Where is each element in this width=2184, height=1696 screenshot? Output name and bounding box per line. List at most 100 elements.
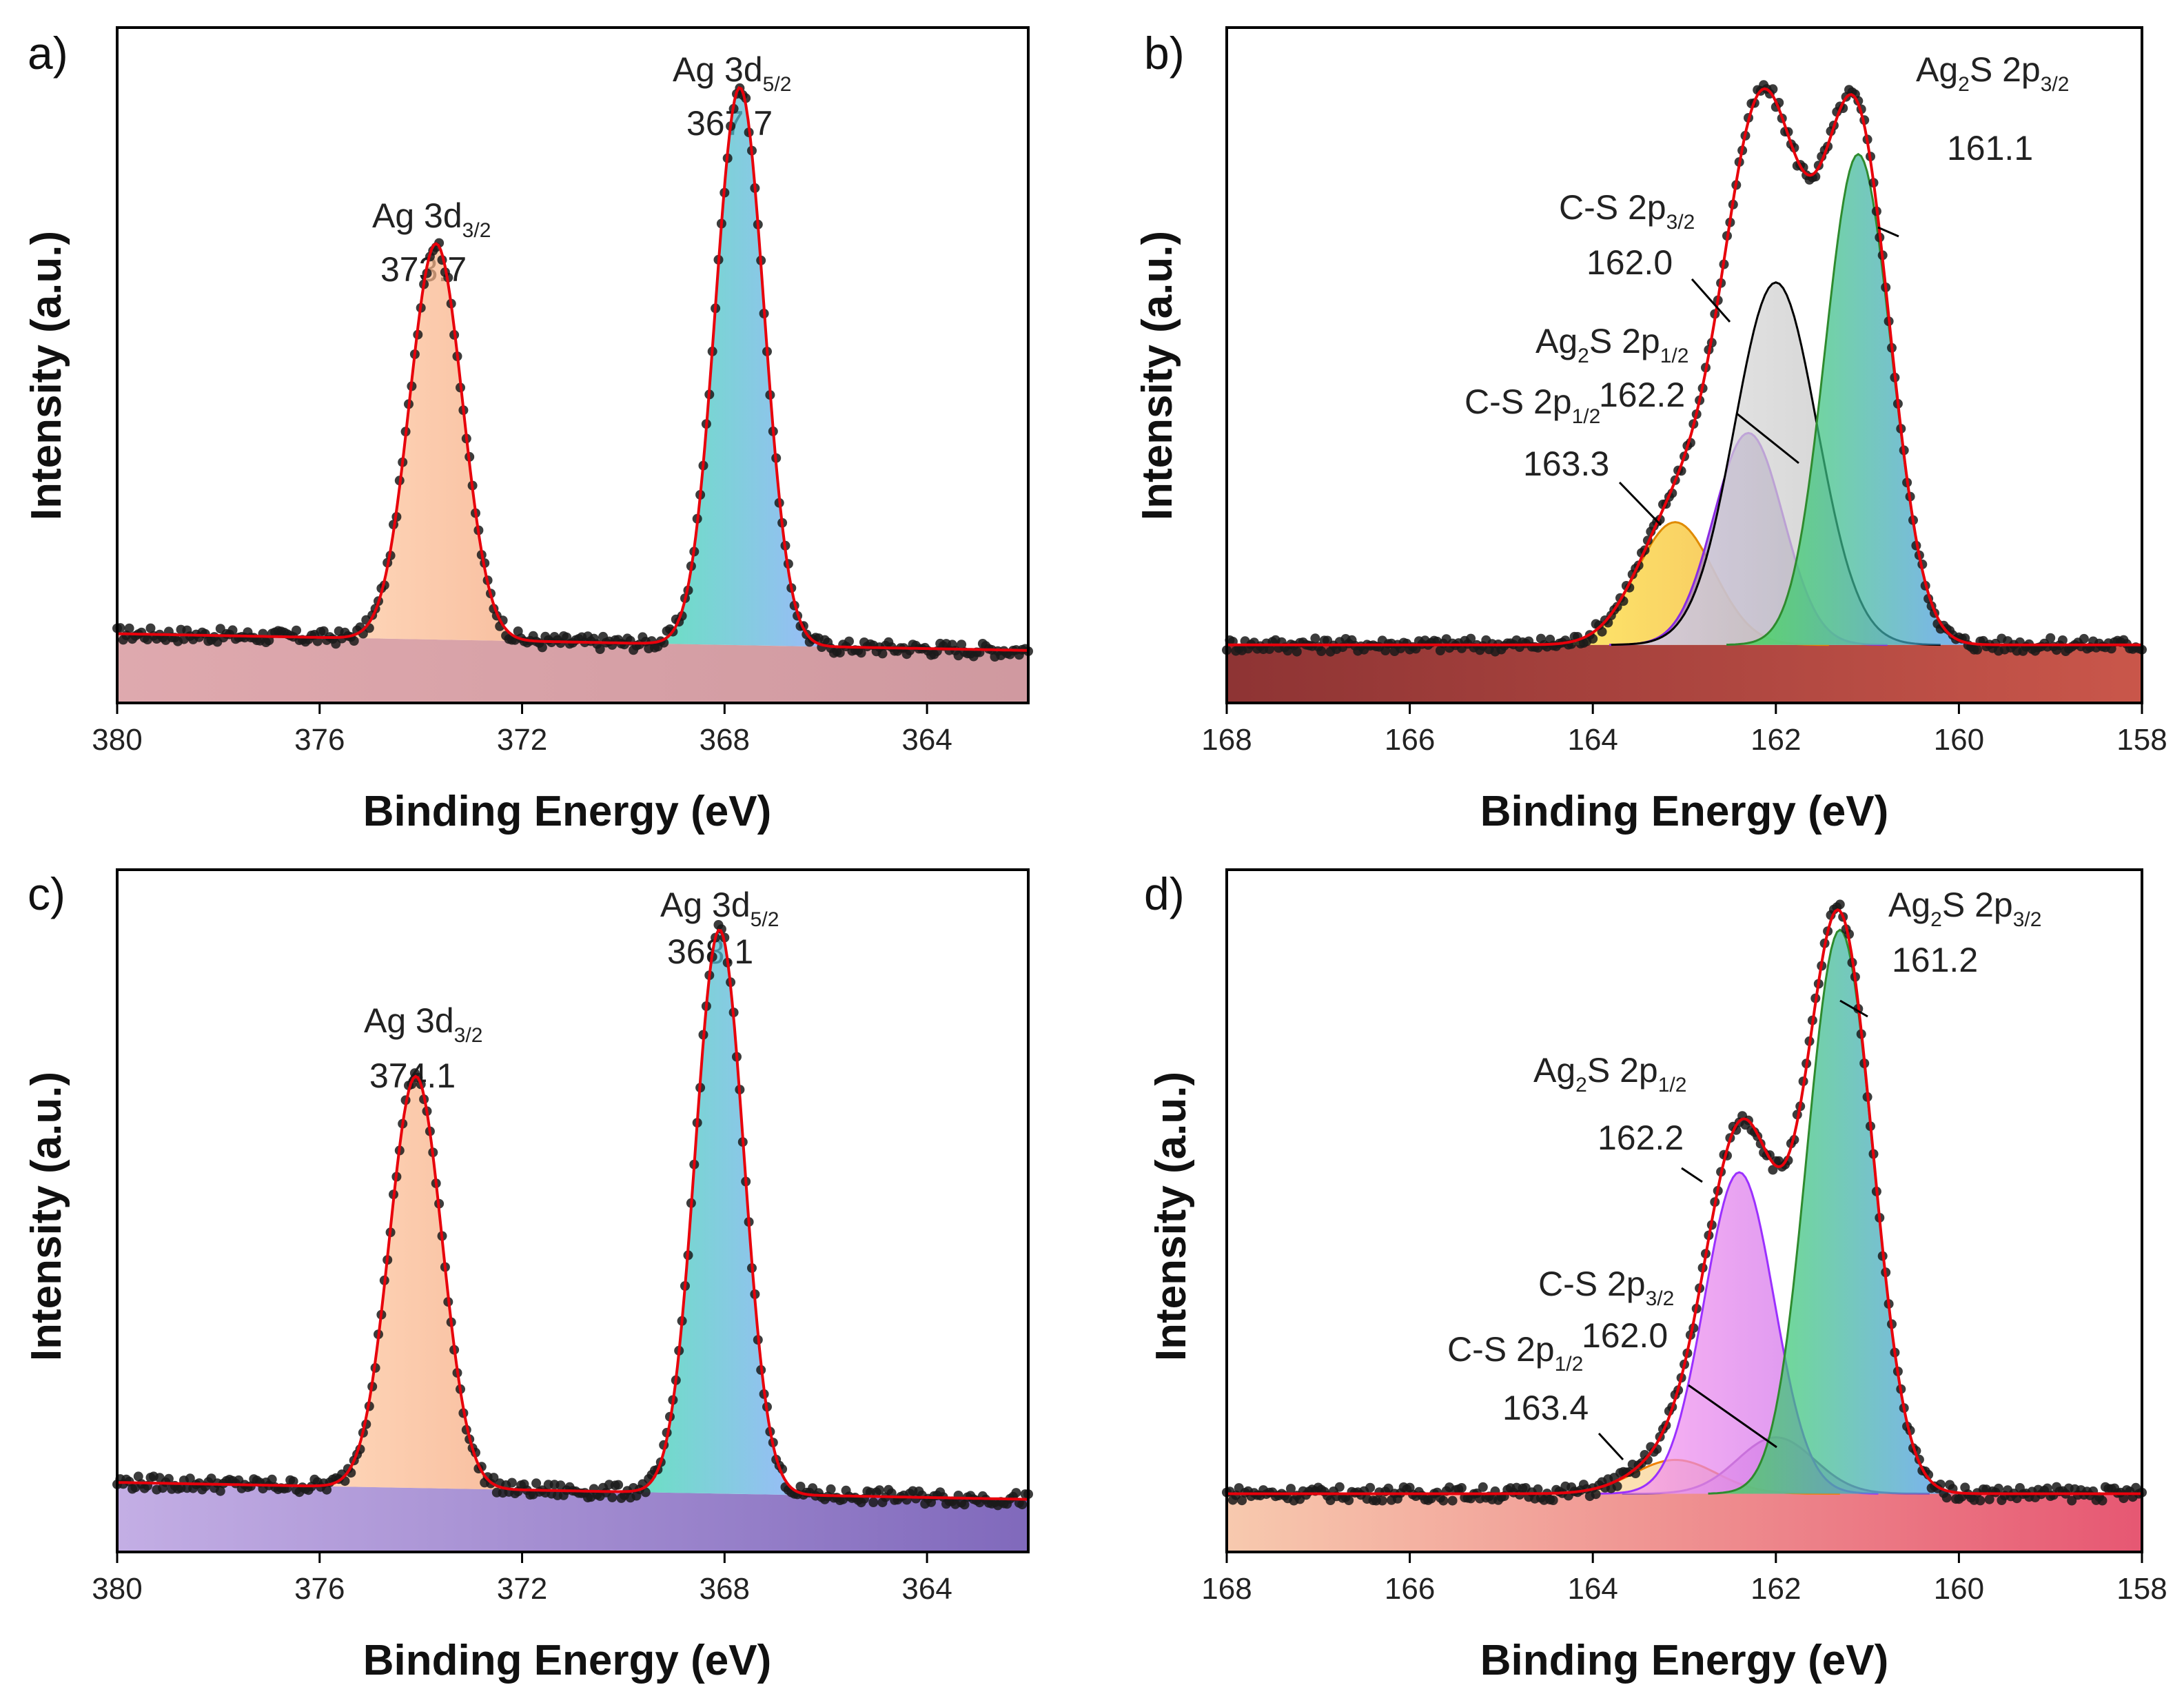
peak-fill-3 [1726, 154, 1990, 645]
x-tick-label: 376 [294, 723, 345, 757]
x-tick-label: 164 [1567, 1572, 1617, 1606]
annotation-leader [1877, 226, 1899, 238]
data-point [2067, 1495, 2077, 1506]
data-point [2057, 635, 2068, 645]
ann-d-3-value: 163.4 [1502, 1389, 1589, 1427]
fit-envelope [116, 85, 1028, 652]
data-point [1612, 1481, 1622, 1491]
data-point [959, 1500, 970, 1510]
xlabel-b: Binding Energy (eV) [1480, 788, 1888, 835]
data-point [145, 623, 156, 633]
ann-b-0: Ag2S 2p3/2 [1916, 50, 2069, 96]
data-point [1548, 1495, 1558, 1505]
data-point [318, 626, 329, 636]
data-point [1292, 646, 1302, 657]
data-point [1334, 1482, 1345, 1492]
ann-b-0-value: 161.1 [1947, 129, 2033, 167]
ylabel-a: Intensity (a.u.) [23, 231, 70, 520]
data-point [215, 1486, 225, 1496]
ann-d-0: Ag2S 2p3/2 [1888, 886, 2041, 931]
fit-envelope [116, 928, 1028, 1501]
data-point [1975, 1495, 1986, 1506]
peak-fill-2 [1600, 1172, 1879, 1494]
data-point [835, 648, 845, 658]
panel-label-b: b) [1144, 28, 1185, 79]
data-point [1456, 1483, 1467, 1493]
ann-b-1: C-S 2p3/2 [1559, 188, 1695, 234]
data-point [607, 1492, 618, 1502]
data-point [349, 636, 359, 646]
peak-fill-0 [330, 243, 542, 642]
x-tick-label: 162 [1751, 723, 1801, 757]
data-point [537, 642, 547, 653]
data-point [2045, 633, 2056, 643]
data-point [856, 648, 866, 658]
x-tick-label: 166 [1385, 723, 1435, 757]
peak-fill-1 [642, 88, 837, 647]
ann-c-1: Ag 3d5/2 [660, 886, 779, 931]
x-tick-label: 372 [497, 1572, 547, 1606]
x-tick-label: 372 [497, 723, 547, 757]
x-tick-label: 368 [700, 1572, 750, 1606]
data-point [595, 644, 605, 654]
panel-label-d: d) [1144, 868, 1185, 919]
x-tick-label: 364 [901, 1572, 952, 1606]
data-point [489, 1473, 499, 1483]
ann-d-1: Ag2S 2p1/2 [1533, 1051, 1686, 1096]
x-tick-label: 380 [92, 723, 142, 757]
x-tick-label: 160 [1934, 1572, 1984, 1606]
panel-label-c: c) [28, 868, 65, 919]
data-point [2119, 1493, 2129, 1504]
annotation-leader [1691, 278, 1731, 323]
plot-frame [116, 26, 1030, 704]
ann-b-2-value: 162.2 [1599, 376, 1685, 414]
data-point [1447, 1495, 1458, 1506]
xlabel-c: Binding Energy (eV) [363, 1637, 771, 1684]
data-point [1310, 633, 1320, 644]
data-point [1286, 1484, 1296, 1494]
ann-d-3: C-S 2p1/2 [1447, 1330, 1583, 1376]
data-point [292, 625, 301, 635]
data-point [267, 1474, 277, 1484]
peak-fill-0 [310, 1076, 522, 1490]
data-point [2097, 1495, 2108, 1506]
plot-a: 380 376 372 368 364 [92, 26, 1033, 757]
data-point [877, 648, 888, 659]
x-tick-label: 368 [700, 723, 750, 757]
xlabel-a: Binding Energy (eV) [363, 788, 771, 835]
data-point [1316, 646, 1327, 656]
data-point [2079, 633, 2089, 644]
x-tick-label: 158 [2116, 1572, 2167, 1606]
panel-label-a: a) [28, 28, 68, 79]
data-point [322, 1484, 332, 1495]
x-tick-label: 364 [901, 723, 952, 757]
data-point [1466, 633, 1476, 644]
data-point [507, 1478, 517, 1488]
peak-fill-3 [1708, 930, 1972, 1494]
fit-envelope [1227, 87, 2142, 646]
data-point [1237, 1495, 1247, 1506]
ann-d-2: C-S 2p3/2 [1538, 1265, 1674, 1310]
x-tick-label: 164 [1567, 723, 1617, 757]
ann-d-2-value: 162.0 [1582, 1316, 1668, 1355]
ann-a-1: Ag 3d5/2 [673, 50, 791, 96]
ann-b-3: C-S 2p1/2 [1464, 382, 1600, 428]
data-point [2042, 1483, 2052, 1493]
data-point [1597, 626, 1607, 637]
data-point [1972, 644, 1982, 655]
ann-b-1-value: 162.0 [1586, 243, 1673, 282]
baseline-band [117, 633, 1028, 703]
x-tick-label: 168 [1201, 723, 1252, 757]
annotation-leader [1688, 1384, 1777, 1449]
data-point [640, 1487, 651, 1498]
data-point [124, 623, 134, 633]
ann-b-3-value: 163.3 [1523, 445, 1609, 483]
ann-d-1-value: 162.2 [1598, 1118, 1684, 1157]
data-point [133, 1471, 143, 1482]
ylabel-d: Intensity (a.u.) [1147, 1072, 1195, 1361]
data-point [312, 636, 323, 646]
plot-frame [1225, 26, 2143, 704]
x-tick-label: 168 [1201, 1572, 1252, 1606]
data-point [227, 625, 238, 635]
